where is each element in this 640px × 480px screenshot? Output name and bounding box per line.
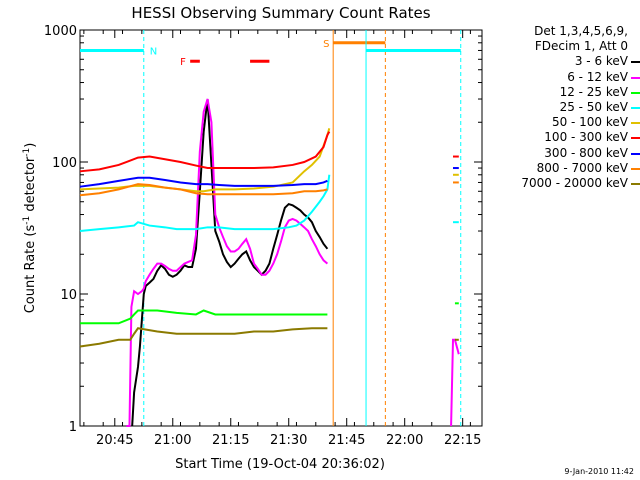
legend-entry: 3 - 6 keV bbox=[486, 54, 640, 69]
legend-swatch bbox=[631, 152, 640, 155]
y-tick-label: 10 bbox=[60, 288, 77, 303]
legend-header-line: FDecim 1, Att 0 bbox=[534, 39, 628, 54]
legend-swatch bbox=[631, 91, 640, 94]
legend-entry: 800 - 7000 keV bbox=[486, 160, 640, 176]
legend-entry: 100 - 300 keV bbox=[486, 130, 640, 145]
legend-entries: 3 - 6 keV 6 - 12 keV 12 - 25 keV 25 - 50 ke… bbox=[486, 54, 640, 191]
x-tick-label: 22:15 bbox=[444, 433, 481, 448]
y-tick-label: 100 bbox=[52, 156, 77, 171]
x-tick-label: 21:15 bbox=[212, 433, 249, 448]
legend-swatch bbox=[631, 137, 640, 140]
legend-swatch bbox=[631, 107, 640, 110]
annotations: N F S bbox=[80, 30, 462, 426]
legend-swatch bbox=[631, 61, 640, 64]
legend-entry: 6 - 12 keV bbox=[486, 69, 640, 85]
annotation-label: N bbox=[150, 46, 157, 57]
series-line bbox=[79, 327, 328, 348]
legend-label: 25 - 50 keV bbox=[559, 100, 628, 115]
legend-label: 800 - 7000 keV bbox=[536, 160, 628, 175]
y-axis-label: Count Rate (s-1 detector-1) bbox=[22, 143, 38, 314]
x-tick-label: 20:45 bbox=[96, 433, 133, 448]
annotation-label: F bbox=[180, 57, 186, 68]
legend-label: 3 - 6 keV bbox=[574, 54, 628, 69]
series-line bbox=[131, 98, 329, 427]
y-axis: 1 10 100 1000 bbox=[44, 24, 482, 435]
series-line bbox=[80, 309, 328, 325]
legend-label: 7000 - 20000 keV bbox=[521, 176, 628, 191]
legend-entry: 300 - 800 keV bbox=[486, 145, 640, 161]
series-line bbox=[79, 131, 331, 173]
x-tick-label: 21:00 bbox=[154, 433, 191, 448]
legend-header-line: Det 1,3,4,5,6,9, bbox=[534, 24, 628, 38]
series-line bbox=[126, 98, 329, 427]
y-axis-label-part: detector bbox=[23, 156, 38, 216]
annotation-label: S bbox=[323, 39, 329, 50]
legend-swatch bbox=[631, 122, 640, 125]
series-line bbox=[79, 176, 328, 188]
legend-label: 300 - 800 keV bbox=[544, 145, 628, 160]
legend-label: 6 - 12 keV bbox=[567, 69, 628, 84]
y-tick-label: 1 bbox=[69, 420, 77, 435]
chart-title: HESSI Observing Summary Count Rates bbox=[131, 4, 430, 22]
legend-swatch bbox=[631, 183, 640, 186]
series-line bbox=[79, 174, 331, 233]
y-axis-label-part: -1 bbox=[22, 216, 32, 225]
legend-entry: 7000 - 20000 keV bbox=[486, 176, 640, 191]
legend-label: 100 - 300 keV bbox=[544, 130, 628, 145]
y-axis-label-part: -1 bbox=[22, 148, 32, 157]
legend-entry: 25 - 50 keV bbox=[486, 100, 640, 115]
footer-timestamp: 9-Jan-2010 11:42 bbox=[564, 467, 634, 476]
plot-frame bbox=[79, 29, 483, 427]
x-tick-label: 21:45 bbox=[328, 433, 365, 448]
legend: Det 1,3,4,5,6,9, FDecim 1, Att 0 3 - 6 k… bbox=[486, 24, 640, 191]
x-axis: 20:45 21:00 21:15 21:30 21:45 22:00 22:15 bbox=[83, 30, 481, 448]
legend-entry: 12 - 25 keV bbox=[486, 84, 640, 100]
y-axis-label-part: ) bbox=[23, 143, 38, 148]
x-tick-label: 21:30 bbox=[270, 433, 307, 448]
legend-label: 50 - 100 keV bbox=[551, 115, 628, 130]
legend-entry: 50 - 100 keV bbox=[486, 115, 640, 130]
series-line bbox=[79, 183, 328, 197]
legend-label: 12 - 25 keV bbox=[559, 84, 628, 99]
y-tick-label: 1000 bbox=[44, 24, 77, 39]
legend-swatch bbox=[631, 76, 640, 79]
legend-swatch bbox=[631, 167, 640, 170]
series-lines bbox=[79, 98, 460, 427]
y-axis-label-part: Count Rate (s bbox=[23, 225, 38, 314]
x-tick-label: 22:00 bbox=[386, 433, 423, 448]
x-axis-label: Start Time (19-Oct-04 20:36:02) bbox=[175, 457, 385, 472]
series-line-segment bbox=[450, 338, 460, 427]
